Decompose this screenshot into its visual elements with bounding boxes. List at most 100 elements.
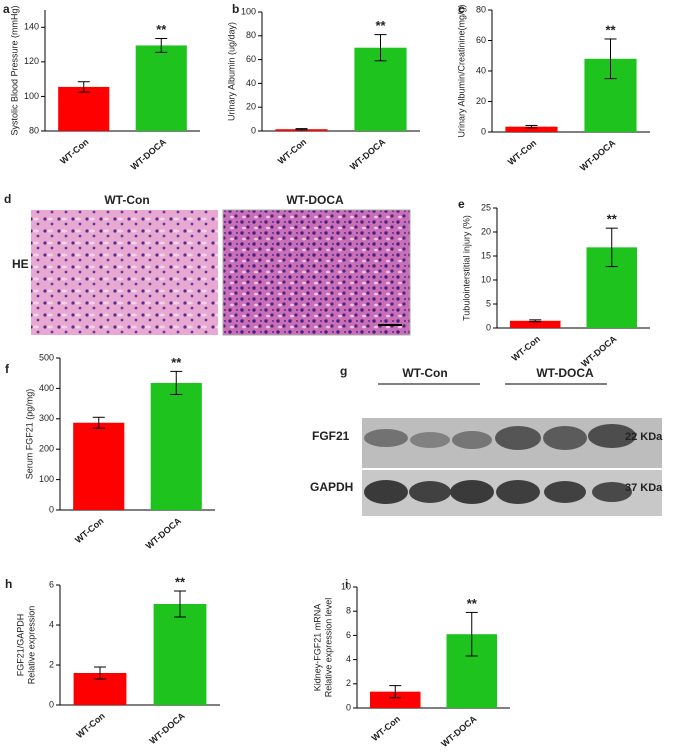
bar	[510, 320, 561, 328]
y-tick-label: 20	[476, 96, 486, 106]
panel-letter: d	[4, 192, 11, 206]
bar	[354, 47, 407, 132]
x-tick-label: WT-DOCA	[348, 136, 388, 172]
y-axis-label: Relative expression level	[323, 598, 333, 698]
y-axis-label: Systolic Blood Pressure (mmHg)	[9, 5, 19, 135]
y-tick-label: 80	[246, 30, 256, 40]
y-tick-label: 0	[486, 322, 491, 332]
y-tick-label: 100	[241, 6, 256, 16]
y-tick-label: 0	[346, 702, 351, 712]
x-tick-label: WT-DOCA	[578, 137, 618, 173]
y-tick-label: 6	[346, 630, 351, 640]
error-bar	[77, 81, 90, 93]
error-bar	[174, 590, 186, 618]
y-tick-label: 8	[346, 606, 351, 616]
bar	[58, 86, 110, 131]
bar	[505, 126, 558, 132]
y-tick-label: 10	[481, 274, 491, 284]
significance: **	[171, 355, 182, 370]
size-label: 22 KDa	[625, 431, 663, 443]
y-tick-label: 2	[346, 678, 351, 688]
y-tick-label: 100	[39, 474, 54, 484]
y-tick-label: 15	[481, 250, 491, 260]
panel-letter: e	[458, 197, 465, 211]
error-bar	[529, 319, 542, 323]
y-tick-label: 0	[49, 699, 54, 709]
panel-letter: g	[340, 364, 347, 378]
x-tick-label: WT-Con	[370, 714, 402, 744]
y-axis-label: Tubulointerstitial injury (%)	[461, 215, 471, 321]
x-tick-label: WT-DOCA	[129, 136, 169, 172]
bar	[73, 422, 125, 510]
y-tick-label: 300	[39, 413, 54, 423]
x-tick-label: WT-Con	[58, 137, 90, 167]
significance: **	[175, 574, 186, 589]
stain-label: HE	[12, 257, 29, 271]
bar	[135, 45, 187, 131]
y-axis-label: Kidney-FGF21 mRNA	[312, 604, 322, 692]
y-axis-label: Serum FGF21 (pg/mg)	[24, 389, 34, 480]
error-bar	[92, 416, 105, 429]
significance: **	[467, 596, 478, 611]
group-label: WT-DOCA	[286, 193, 344, 207]
error-bar	[170, 370, 183, 395]
bar	[150, 382, 202, 510]
error-bar	[389, 685, 402, 699]
panel-letter: h	[5, 577, 12, 591]
y-tick-label: 120	[24, 56, 39, 66]
y-tick-label: 6	[49, 579, 54, 589]
group-label: WT-Con	[402, 366, 447, 380]
y-tick-label: 60	[246, 54, 256, 64]
significance: **	[605, 22, 616, 37]
bar	[370, 691, 421, 708]
panel-letter: f	[5, 362, 10, 376]
significance: **	[375, 18, 386, 33]
group-label: WT-DOCA	[536, 366, 594, 380]
blot-bands	[364, 424, 636, 504]
y-tick-label: 80	[476, 4, 486, 14]
y-tick-label: 200	[39, 444, 54, 454]
error-bar	[604, 38, 617, 80]
y-axis-label: Urinary Albumin (ug/day)	[226, 22, 236, 121]
x-tick-label: WT-Con	[506, 138, 538, 168]
significance: **	[156, 22, 167, 37]
y-tick-label: 0	[251, 125, 256, 135]
panel-letter: b	[232, 2, 239, 16]
error-bar	[374, 34, 387, 62]
histology-image	[31, 210, 218, 335]
y-tick-label: 0	[49, 504, 54, 514]
y-axis-label: Relative expression	[26, 606, 36, 685]
y-axis-label: FGF21/GAPDH	[15, 614, 25, 677]
y-tick-label: 80	[29, 125, 39, 135]
y-tick-label: 4	[49, 619, 54, 629]
bar	[153, 604, 207, 705]
x-tick-label: WT-DOCA	[147, 710, 187, 746]
panel-letter: c	[458, 2, 465, 16]
y-tick-label: 20	[481, 226, 491, 236]
y-tick-label: 2	[49, 659, 54, 669]
histology-image	[222, 209, 411, 336]
y-tick-label: 60	[476, 35, 486, 45]
x-tick-label: WT-DOCA	[579, 333, 619, 369]
error-bar	[525, 124, 538, 129]
x-tick-label: WT-DOCA	[439, 713, 479, 749]
y-tick-label: 40	[476, 65, 486, 75]
y-tick-label: 0	[481, 126, 486, 136]
x-tick-label: WT-Con	[276, 137, 308, 167]
y-tick-label: 40	[246, 78, 256, 88]
y-tick-label: 100	[24, 91, 39, 101]
x-tick-label: WT-Con	[510, 334, 542, 364]
y-axis-label: Urinary Albumin/Creatinine(mg/g)	[456, 4, 466, 137]
size-label: 37 KDa	[625, 482, 663, 494]
significance: **	[607, 212, 618, 227]
protein-label: FGF21	[312, 429, 350, 443]
panel-letter: i	[345, 577, 348, 591]
y-tick-label: 4	[346, 654, 351, 664]
x-tick-label: WT-Con	[74, 711, 106, 741]
error-bar	[465, 611, 478, 657]
protein-label: GAPDH	[310, 480, 353, 494]
panel-letter: a	[3, 2, 10, 16]
y-tick-label: 10	[341, 581, 351, 591]
error-bar	[295, 128, 308, 131]
